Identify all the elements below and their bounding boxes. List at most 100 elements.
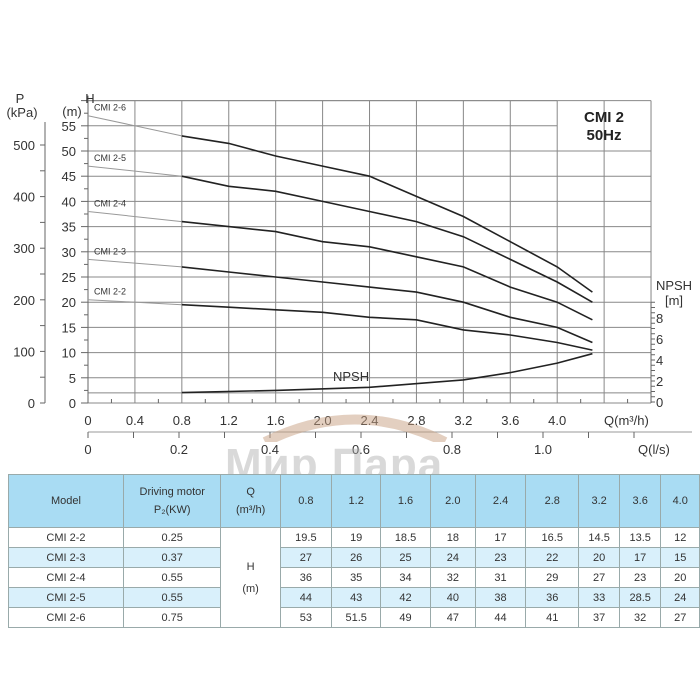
table-row: CMI 2-3 0.37 27 26 25 24 23 22 20 17 15: [8, 547, 700, 568]
cell-head-value: 23: [474, 547, 527, 568]
h-tick-label: 10: [62, 346, 76, 361]
header-q-value: 3.6: [618, 474, 662, 528]
h-tick-label: 25: [62, 270, 76, 285]
logo-arc-icon: [262, 414, 448, 442]
h-tick-label: 20: [62, 295, 76, 310]
x2-tick-label: 0.8: [443, 442, 461, 457]
pump-curve-chart: CMI 250Hz0510152025303540455055H(m)01002…: [6, 91, 692, 457]
x-tick-label: 0.8: [173, 413, 191, 428]
cell-head-value: 19: [331, 527, 382, 548]
p-tick-label: 100: [13, 344, 35, 359]
header-q: Q (m³/h): [220, 474, 281, 528]
cell-head-value: 23: [618, 567, 662, 588]
series-line-extension: [87, 299, 182, 306]
p-tick-label: 0: [28, 396, 35, 411]
x2-tick-label: 0.2: [170, 442, 188, 457]
x-tick-label: 0: [84, 413, 91, 428]
cell-motor: 0.55: [122, 567, 222, 588]
header-q-value: 1.2: [331, 474, 382, 528]
cell-head-value: 27: [660, 607, 700, 628]
cell-head-value: 22: [525, 547, 580, 568]
x-axis-label: Q(m³/h): [604, 413, 649, 428]
chart-title: CMI 2: [584, 109, 624, 126]
p-tick-label: 500: [13, 138, 35, 153]
series-label: NPSH: [333, 369, 369, 384]
cell-head-value: 18.5: [380, 527, 431, 548]
cell-model: CMI 2-5: [8, 587, 124, 608]
cell-head-value: 27: [279, 547, 333, 568]
cell-head-value: 27: [578, 567, 620, 588]
cell-head-value: 43: [331, 587, 382, 608]
cell-model: CMI 2-4: [8, 567, 124, 588]
cell-head-value: 44: [474, 607, 527, 628]
cell-head-value: 19.5: [279, 527, 333, 548]
table-row: CMI 2-5 0.55 44 43 42 40 38 36 33 28.5 24: [8, 587, 700, 608]
cell-head-value: 17: [474, 527, 527, 548]
series-line-extension: [87, 165, 182, 177]
series-line: [181, 175, 593, 303]
header-q-value: 2.8: [525, 474, 580, 528]
p-tick-label: 400: [13, 190, 35, 205]
series-line: [181, 352, 593, 394]
h-tick-label: 50: [62, 144, 76, 159]
cell-head-value: 25: [380, 547, 431, 568]
x-tick-label: 4.0: [548, 413, 566, 428]
h-tick-label: 40: [62, 194, 76, 209]
cell-head-value: 40: [429, 587, 476, 608]
series-line-extension: [87, 211, 182, 223]
series-label: CMI 2-4: [94, 198, 126, 208]
h-axis-unit: (m): [62, 104, 82, 119]
cell-head-value: 18: [429, 527, 476, 548]
npsh-tick-label: 6: [656, 332, 663, 347]
cell-model: CMI 2-3: [8, 547, 124, 568]
npsh-tick-label: 0: [656, 395, 663, 410]
x-tick-label: 3.2: [454, 413, 472, 428]
cell-head-value: 13.5: [618, 527, 662, 548]
cell-head-value: 31: [474, 567, 527, 588]
p-tick-label: 200: [13, 293, 35, 308]
series-line-extension: [87, 115, 182, 137]
x2-tick-label: 0.4: [261, 442, 279, 457]
x-tick-label: 3.6: [501, 413, 519, 428]
h-tick-label: 5: [69, 371, 76, 386]
series-label: CMI 2-2: [94, 287, 126, 297]
series-line-extension: [87, 258, 182, 268]
series-line: [181, 303, 593, 351]
cell-h-label: H (m): [220, 527, 281, 628]
series-line: [181, 266, 593, 344]
cell-head-value: 36: [279, 567, 333, 588]
cell-head-value: 17: [618, 547, 662, 568]
cell-head-value: 24: [660, 587, 700, 608]
x2-tick-label: 1.0: [534, 442, 552, 457]
header-q-value: 3.2: [578, 474, 620, 528]
cell-motor: 0.55: [122, 587, 222, 608]
table-row: CMI 2-2 0.25 H (m) 19.5 19 18.5 18 17 16.5 14.5 13.…: [8, 527, 700, 628]
x-tick-label: 0.4: [126, 413, 144, 428]
header-q-value: 1.6: [380, 474, 431, 528]
cell-head-value: 33: [578, 587, 620, 608]
series-label: CMI 2-6: [94, 103, 126, 113]
h-tick-label: 15: [62, 320, 76, 335]
cell-head-value: 36: [525, 587, 580, 608]
h-tick-label: 0: [69, 396, 76, 411]
cell-head-value: 29: [525, 567, 580, 588]
h-tick-label: 45: [62, 169, 76, 184]
table-row: CMI 2-4 0.55 36 35 34 32 31 29 27 23 20: [8, 567, 700, 588]
x-tick-label: 1.6: [267, 413, 285, 428]
cell-head-value: 24: [429, 547, 476, 568]
header-q-value: 2.0: [429, 474, 476, 528]
cell-head-value: 20: [660, 567, 700, 588]
cell-head-value: 51.5: [331, 607, 382, 628]
cell-head-value: 41: [525, 607, 580, 628]
cell-model: CMI 2-2: [8, 527, 124, 548]
h-tick-label: 55: [62, 119, 76, 134]
p-axis-label: P: [16, 91, 25, 106]
x-tick-label: 1.2: [220, 413, 238, 428]
table-header-row: Model Driving motor P₂(KW) Q (m³/h) 0.8 1.2…: [8, 474, 700, 528]
x2-axis-label: Q(l/s): [638, 442, 670, 457]
npsh-axis-label: NPSH: [656, 278, 692, 293]
series-line: [181, 135, 593, 293]
cell-head-value: 49: [380, 607, 431, 628]
cell-head-value: 14.5: [578, 527, 620, 548]
performance-table: Model Driving motor P₂(KW) Q (m³/h) 0.8 1.2…: [8, 474, 700, 628]
